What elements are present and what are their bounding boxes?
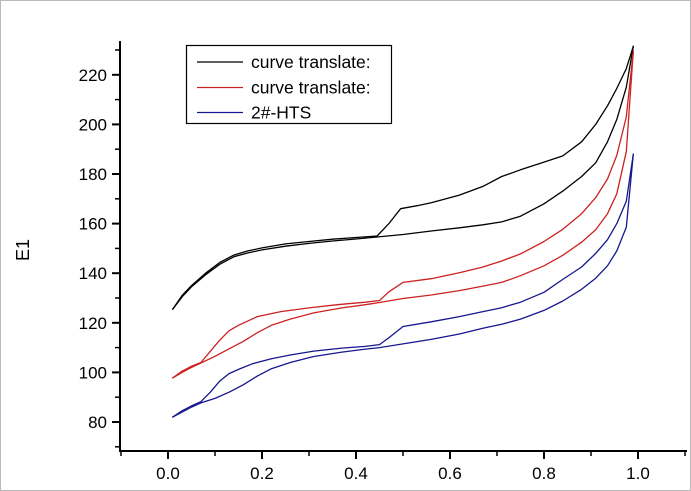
y-tick-label: 80	[88, 413, 107, 432]
x-tick-label: 0.8	[532, 464, 556, 483]
legend-item: 2#-HTS	[197, 103, 311, 123]
x-tick-label: 1.0	[626, 464, 650, 483]
legend-label: 2#-HTS	[251, 103, 311, 123]
y-tick-label: 200	[79, 115, 107, 134]
legend-label: curve translate:	[251, 52, 371, 72]
y-tick-label: 160	[79, 215, 107, 234]
legend-label: curve translate:	[251, 78, 371, 98]
legend-item: curve translate:	[197, 52, 371, 72]
y-tick-label: 220	[79, 66, 107, 85]
x-tick-label: 0.2	[250, 464, 274, 483]
y-tick-label: 120	[79, 314, 107, 333]
y-tick-label: 180	[79, 165, 107, 184]
legend-item: curve translate:	[197, 78, 371, 98]
y-tick-label: 140	[79, 264, 107, 283]
series-blue-upper-desorption	[172, 153, 634, 418]
axes-layer: 80 100 120 140 160 180 200 220 0.0 0.2 0.4 0.6 0.8 1.…	[79, 41, 687, 483]
series-black-upper-desorption	[172, 45, 634, 310]
x-tick-label: 0.6	[438, 464, 462, 483]
series-blue-lower-adsorption	[172, 153, 634, 418]
series-red-lower-adsorption	[172, 50, 634, 379]
y-tick-label: 100	[79, 363, 107, 382]
series-black-lower-adsorption	[172, 45, 634, 310]
y-axis-title: E1	[13, 239, 33, 261]
series-red-upper-desorption	[172, 50, 634, 379]
x-tick-label: 0.0	[156, 464, 180, 483]
legend-box: curve translate: curve translate: 2#-HTS	[185, 44, 393, 125]
legend-frame	[185, 44, 393, 125]
x-tick-label: 0.4	[344, 464, 368, 483]
series-layer	[172, 45, 634, 418]
axes-spines	[119, 41, 687, 452]
